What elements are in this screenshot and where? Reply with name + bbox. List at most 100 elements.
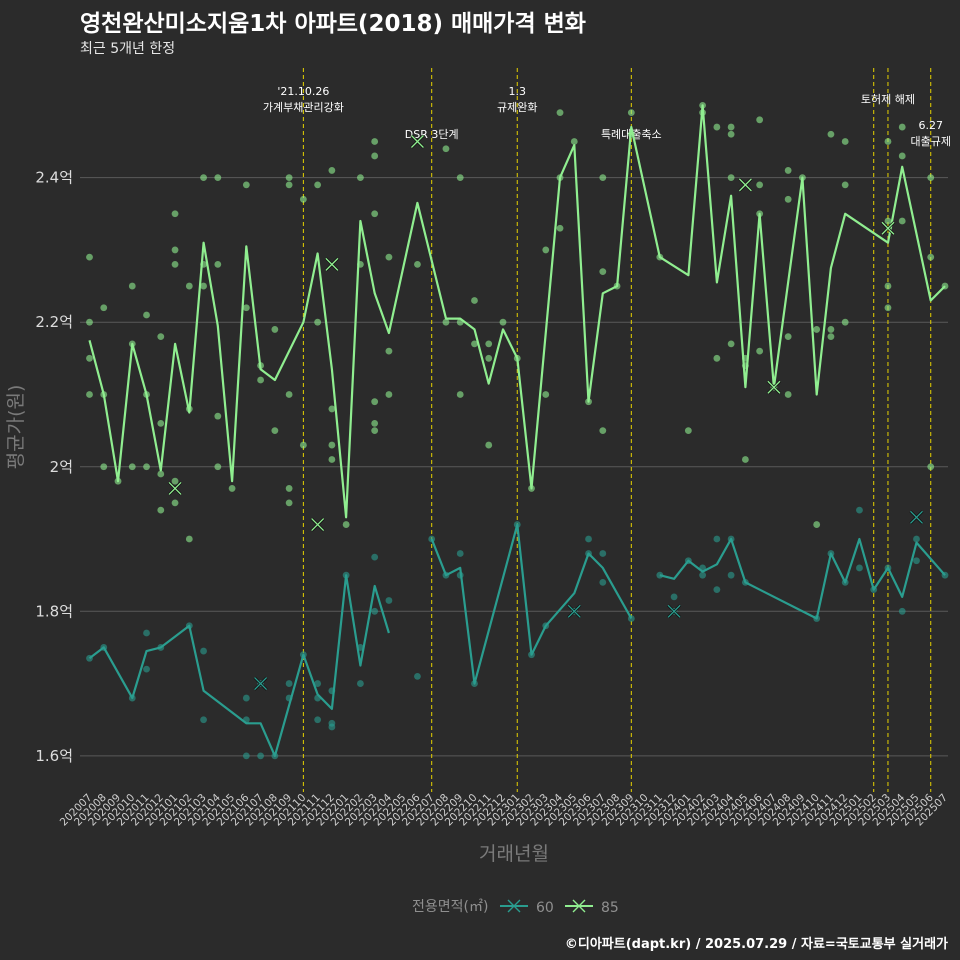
data-point xyxy=(200,716,207,724)
data-point xyxy=(784,333,792,341)
data-point xyxy=(128,463,136,471)
data-point xyxy=(86,318,93,326)
legend-label: 85 xyxy=(601,900,619,916)
policy-annotation: 6.27 xyxy=(918,119,943,132)
data-point xyxy=(627,109,635,116)
cross-marker xyxy=(168,481,182,495)
cross-marker xyxy=(910,510,923,524)
data-point xyxy=(499,318,507,326)
data-point xyxy=(185,535,193,543)
data-point xyxy=(913,535,920,543)
y-axis-title: 평균가(원) xyxy=(5,385,27,470)
data-point xyxy=(684,427,692,435)
data-point xyxy=(285,680,293,687)
data-point xyxy=(157,470,165,478)
data-point xyxy=(314,318,322,326)
data-point xyxy=(884,138,892,145)
data-point xyxy=(713,354,721,362)
data-point xyxy=(342,521,350,528)
data-point xyxy=(299,195,307,203)
data-point xyxy=(371,152,379,160)
data-point xyxy=(827,130,835,138)
cross-marker xyxy=(325,257,339,271)
series-line xyxy=(88,104,946,519)
data-point xyxy=(713,535,721,543)
data-point xyxy=(927,253,935,261)
data-point xyxy=(456,550,464,557)
data-point xyxy=(171,260,179,268)
data-point xyxy=(86,354,93,362)
data-point xyxy=(171,246,179,254)
data-point xyxy=(328,441,336,449)
data-point xyxy=(371,398,379,406)
data-point xyxy=(856,564,863,572)
data-point xyxy=(570,138,578,145)
data-point xyxy=(157,419,165,427)
policy-annotation: DSR 3단계 xyxy=(405,128,459,141)
data-point xyxy=(100,304,108,312)
data-point xyxy=(271,427,279,435)
data-point xyxy=(756,116,764,124)
data-point xyxy=(727,123,735,131)
data-point xyxy=(242,694,250,702)
data-point xyxy=(542,391,550,398)
data-point xyxy=(371,138,379,145)
data-point xyxy=(385,597,393,604)
cross-marker xyxy=(410,135,424,148)
data-point xyxy=(299,441,307,449)
legend-swatch-cross xyxy=(507,899,521,913)
data-point xyxy=(471,297,478,304)
data-point xyxy=(200,647,207,655)
data-point xyxy=(485,340,493,348)
data-point xyxy=(371,427,379,435)
legend-title: 전용면적(㎡) xyxy=(412,899,488,915)
data-point xyxy=(898,123,906,131)
data-point xyxy=(813,326,821,333)
data-point xyxy=(841,318,849,326)
data-point xyxy=(242,181,250,189)
data-point xyxy=(371,607,379,615)
data-point xyxy=(827,326,835,333)
data-point xyxy=(556,109,564,116)
y-tick-label: 1.6억 xyxy=(35,747,73,765)
data-point xyxy=(314,716,322,724)
data-point xyxy=(157,333,165,341)
data-point xyxy=(456,174,464,182)
data-point xyxy=(285,499,293,507)
data-point xyxy=(927,174,935,182)
cross-marker xyxy=(738,178,752,192)
data-point xyxy=(841,181,849,189)
data-point xyxy=(328,405,336,413)
data-point xyxy=(884,217,892,225)
data-point xyxy=(214,174,222,182)
data-point xyxy=(713,586,721,594)
data-point xyxy=(827,333,835,341)
data-point xyxy=(314,680,322,687)
data-point xyxy=(214,260,222,268)
policy-annotation: 대출규제 xyxy=(910,135,950,148)
legend-swatch-cross xyxy=(572,899,586,913)
data-point xyxy=(913,557,920,565)
data-point xyxy=(841,138,849,145)
data-point xyxy=(214,463,222,471)
data-point xyxy=(756,347,764,355)
series-line xyxy=(88,574,390,757)
chart-subtitle: 최근 5개년 한정 xyxy=(80,41,176,57)
x-axis-title: 거래년월 xyxy=(479,843,549,865)
series-line xyxy=(659,537,946,620)
data-point xyxy=(727,571,735,579)
legend-label: 60 xyxy=(536,900,554,916)
data-point xyxy=(143,311,150,319)
data-point xyxy=(884,304,892,312)
data-point xyxy=(414,260,421,268)
data-point xyxy=(813,521,821,528)
data-point xyxy=(784,195,792,203)
data-point xyxy=(784,391,792,398)
data-point xyxy=(699,571,707,579)
data-point xyxy=(357,680,364,687)
data-point xyxy=(784,167,792,174)
data-point xyxy=(456,391,464,398)
policy-annotation: 규제완화 xyxy=(497,101,537,114)
data-point xyxy=(385,391,393,398)
data-point xyxy=(328,723,336,731)
